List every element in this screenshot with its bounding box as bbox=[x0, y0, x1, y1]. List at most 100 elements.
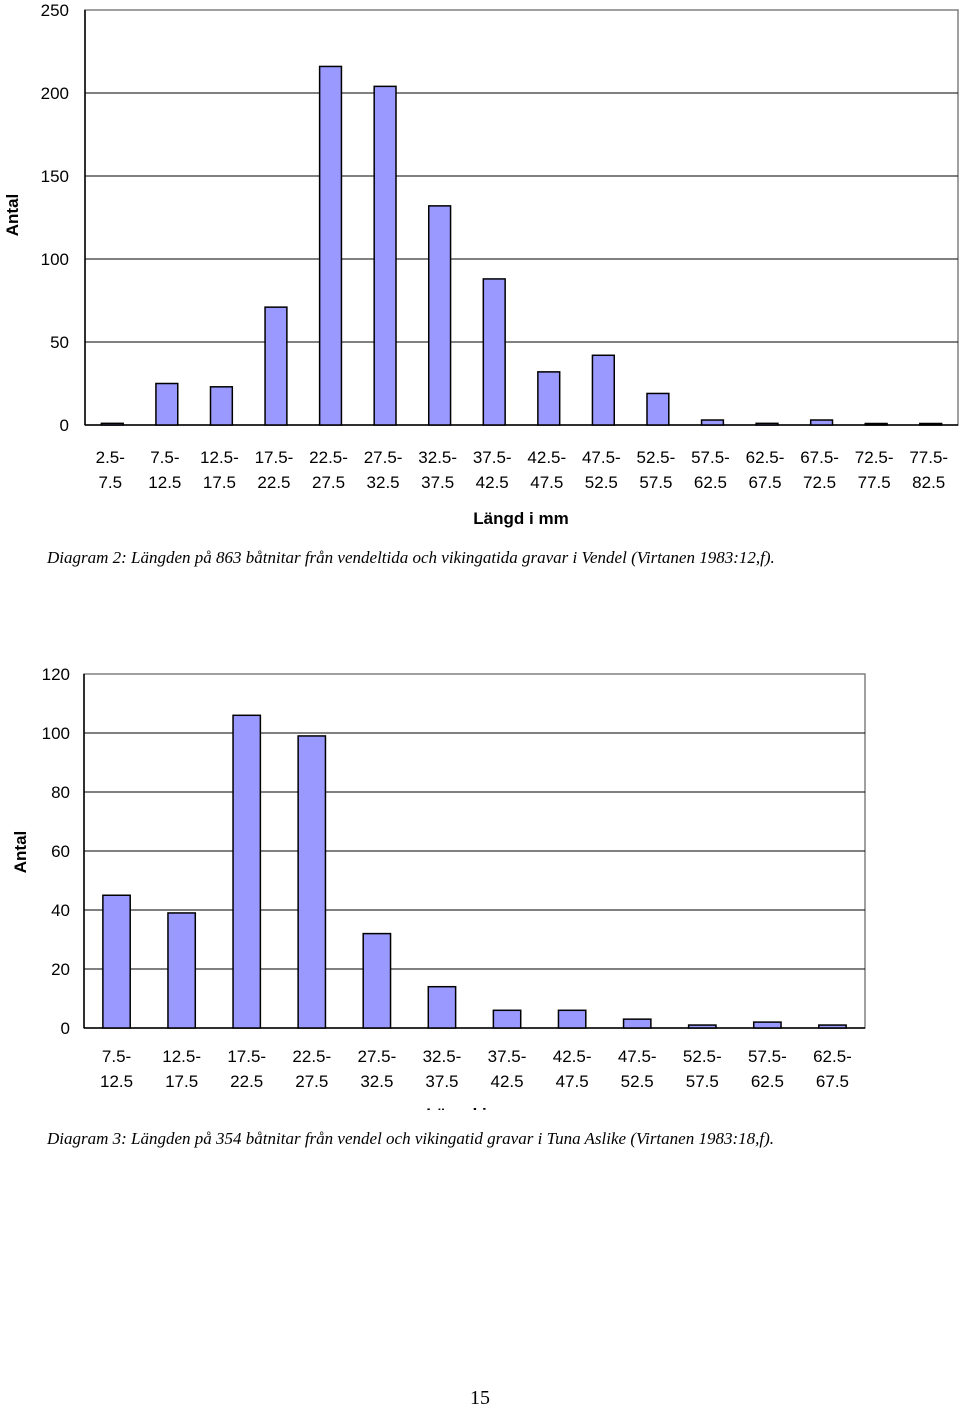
bar bbox=[557, 1009, 587, 1029]
x-tick-label: 42.5- bbox=[527, 448, 566, 467]
x-tick-label: 67.5 bbox=[748, 473, 781, 492]
bar bbox=[687, 1024, 717, 1029]
x-tick-label: 32.5- bbox=[423, 1047, 462, 1066]
bar bbox=[809, 419, 834, 426]
x-tick-label: 52.5- bbox=[637, 448, 676, 467]
x-tick-label: 42.5- bbox=[553, 1047, 592, 1066]
bar bbox=[427, 985, 457, 1029]
y-tick-label: 0 bbox=[61, 1019, 70, 1038]
x-tick-label: 17.5 bbox=[165, 1072, 198, 1091]
x-tick-label: 27.5- bbox=[358, 1047, 397, 1066]
x-tick-label: 57.5 bbox=[686, 1072, 719, 1091]
x-tick-label: 57.5 bbox=[639, 473, 672, 492]
bar bbox=[297, 735, 327, 1029]
bar bbox=[427, 205, 452, 426]
y-tick-label: 40 bbox=[51, 901, 70, 920]
x-tick-label: 62.5 bbox=[694, 473, 727, 492]
bar bbox=[864, 422, 888, 426]
x-tick-label: 37.5- bbox=[473, 448, 512, 467]
x-axis-title: Längd i mm bbox=[473, 509, 568, 528]
y-axis-title: Antal bbox=[11, 831, 30, 874]
x-tick-label: 22.5 bbox=[257, 473, 290, 492]
bar bbox=[919, 422, 943, 426]
chart-diagram-3: 0 20 40 60 80 100 120 7.5- 12.5 12.5- 17.5 17.5- 22.… bbox=[0, 660, 960, 1110]
x-tick-label: 42.5 bbox=[476, 473, 509, 492]
y-tick-label: 120 bbox=[42, 665, 70, 684]
bar bbox=[591, 354, 616, 426]
y-tick-label: 150 bbox=[41, 167, 69, 186]
x-tick-label: 7.5- bbox=[102, 1047, 131, 1066]
bar bbox=[167, 912, 197, 1029]
x-axis-title: Längd i mm bbox=[426, 1105, 521, 1110]
x-tick-label: 62.5- bbox=[813, 1047, 852, 1066]
x-tick-label: 62.5 bbox=[751, 1072, 784, 1091]
bar bbox=[755, 422, 779, 426]
bar bbox=[492, 1009, 522, 1029]
y-tick-label: 200 bbox=[41, 84, 69, 103]
bar bbox=[646, 392, 670, 426]
x-tick-label: 72.5 bbox=[803, 473, 836, 492]
x-tick-label: 47.5 bbox=[556, 1072, 589, 1091]
x-tick-label: 17.5- bbox=[227, 1047, 266, 1066]
x-tick-label: 27.5 bbox=[295, 1072, 328, 1091]
bar bbox=[373, 85, 397, 426]
caption-diagram-3: Diagram 3: Längden på 354 båtnitar från … bbox=[47, 1129, 774, 1148]
x-tick-label: 12.5- bbox=[162, 1047, 201, 1066]
bar bbox=[482, 278, 506, 426]
y-tick-label: 0 bbox=[60, 416, 69, 435]
x-tick-label: 37.5 bbox=[425, 1072, 458, 1091]
chart-diagram-3-svg: 0 20 40 60 80 100 120 7.5- 12.5 12.5- 17.5 17.5- 22.… bbox=[11, 665, 866, 1110]
x-tick-label: 12.5 bbox=[148, 473, 181, 492]
bar bbox=[537, 371, 561, 426]
y-tick-label: 80 bbox=[51, 783, 70, 802]
x-tick-label: 47.5- bbox=[618, 1047, 657, 1066]
chart-diagram-2: 0 50 100 150 200 250 2.5- 7.5 7.5- 12.5 12.5- 17.5 1… bbox=[0, 0, 960, 540]
x-tick-label: 57.5- bbox=[691, 448, 730, 467]
y-tick-label: 60 bbox=[51, 842, 70, 861]
x-tick-label: 57.5- bbox=[748, 1047, 787, 1066]
bar bbox=[362, 932, 392, 1029]
x-tick-label: 7.5- bbox=[150, 448, 179, 467]
bar bbox=[102, 894, 131, 1029]
bar bbox=[155, 382, 179, 426]
bar bbox=[232, 714, 262, 1029]
x-tick-label: 27.5 bbox=[312, 473, 345, 492]
x-tick-label: 32.5- bbox=[418, 448, 457, 467]
x-tick-label: 37.5 bbox=[421, 473, 454, 492]
x-tick-label: 2.5- bbox=[96, 448, 125, 467]
x-tick-label: 47.5 bbox=[530, 473, 563, 492]
x-tick-label: 62.5- bbox=[746, 448, 785, 467]
y-tick-label: 50 bbox=[50, 333, 69, 352]
chart-diagram-2-svg: 0 50 100 150 200 250 2.5- 7.5 7.5- 12.5 12.5- 17.5 1… bbox=[3, 1, 959, 528]
y-tick-label: 20 bbox=[51, 960, 70, 979]
x-tick-label: 22.5 bbox=[230, 1072, 263, 1091]
y-tick-label: 100 bbox=[42, 724, 70, 743]
y-tick-label: 250 bbox=[41, 1, 69, 20]
bar bbox=[622, 1018, 652, 1029]
bar bbox=[752, 1021, 782, 1029]
x-tick-label: 82.5 bbox=[912, 473, 945, 492]
bar bbox=[318, 65, 343, 426]
page-number: 15 bbox=[470, 1387, 490, 1409]
y-tick-label: 100 bbox=[41, 250, 69, 269]
x-tick-label: 67.5 bbox=[816, 1072, 849, 1091]
x-tick-label: 52.5- bbox=[683, 1047, 722, 1066]
x-tick-label: 77.5- bbox=[909, 448, 948, 467]
x-tick-label: 77.5 bbox=[858, 473, 891, 492]
bar bbox=[818, 1024, 847, 1029]
x-tick-label: 12.5- bbox=[200, 448, 239, 467]
x-tick-label: 52.5 bbox=[621, 1072, 654, 1091]
x-tick-label: 22.5- bbox=[292, 1047, 331, 1066]
x-tick-label: 7.5 bbox=[98, 473, 122, 492]
x-tick-label: 42.5 bbox=[490, 1072, 523, 1091]
x-tick-label: 52.5 bbox=[585, 473, 618, 492]
x-tick-label: 37.5- bbox=[488, 1047, 527, 1066]
x-tick-label: 17.5- bbox=[255, 448, 294, 467]
bar bbox=[209, 386, 234, 426]
x-tick-label: 22.5- bbox=[309, 448, 348, 467]
y-axis-title: Antal bbox=[3, 194, 22, 237]
x-tick-label: 12.5 bbox=[100, 1072, 133, 1091]
caption-diagram-2: Diagram 2: Längden på 863 båtnitar från … bbox=[47, 548, 775, 567]
x-tick-label: 32.5 bbox=[360, 1072, 393, 1091]
bar bbox=[264, 306, 288, 426]
